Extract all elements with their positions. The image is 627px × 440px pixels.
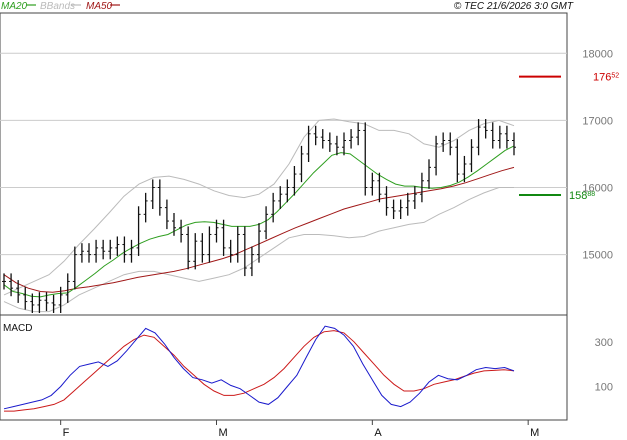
macd-y-tick-label: 300	[595, 337, 613, 349]
price-y-tick-label: 18000	[582, 48, 613, 60]
price-y-tick-label: 16000	[582, 182, 613, 194]
macd-line	[3, 325, 515, 410]
macd-panel-frame	[0, 314, 568, 421]
price-y-tick-label: 15000	[582, 250, 613, 262]
macd-title: MACD	[3, 323, 32, 334]
bb-upper-line	[3, 118, 515, 296]
resistance-label: 17652	[593, 72, 619, 84]
copyright-text: © TEC 21/6/2026 3:0 GMT	[454, 1, 574, 12]
macd-panel: MACD 300 100	[0, 314, 613, 421]
legend-ma50-label: MA50	[86, 1, 113, 12]
support-label-decimals: 88	[587, 191, 595, 198]
price-y-tick-label: 17000	[582, 115, 613, 127]
x-axis: FMAMJ	[0, 419, 567, 439]
x-tick-label: M	[530, 427, 539, 439]
x-tick-label: M	[219, 427, 228, 439]
price-panel-frame	[0, 12, 568, 316]
resistance-label-decimals: 52	[611, 73, 619, 80]
macd-y-tick-label: 100	[595, 381, 613, 393]
price-panel: 18000 17000 16000 15000 17652 15888	[0, 12, 619, 316]
support-label: 15888	[569, 190, 595, 202]
legend-bbands-label: BBands	[40, 1, 75, 12]
price-y-axis: 18000 17000 16000 15000	[582, 48, 613, 261]
chart-legend: MA20 BBands MA50	[1, 1, 120, 12]
macd-series	[3, 325, 515, 412]
x-tick-label: A	[374, 427, 382, 439]
price-bars	[2, 119, 516, 313]
macd-y-axis: 300 100	[595, 337, 613, 394]
signal-line	[4, 330, 515, 412]
x-tick-label: F	[63, 427, 70, 439]
legend-ma20-label: MA20	[1, 1, 28, 12]
